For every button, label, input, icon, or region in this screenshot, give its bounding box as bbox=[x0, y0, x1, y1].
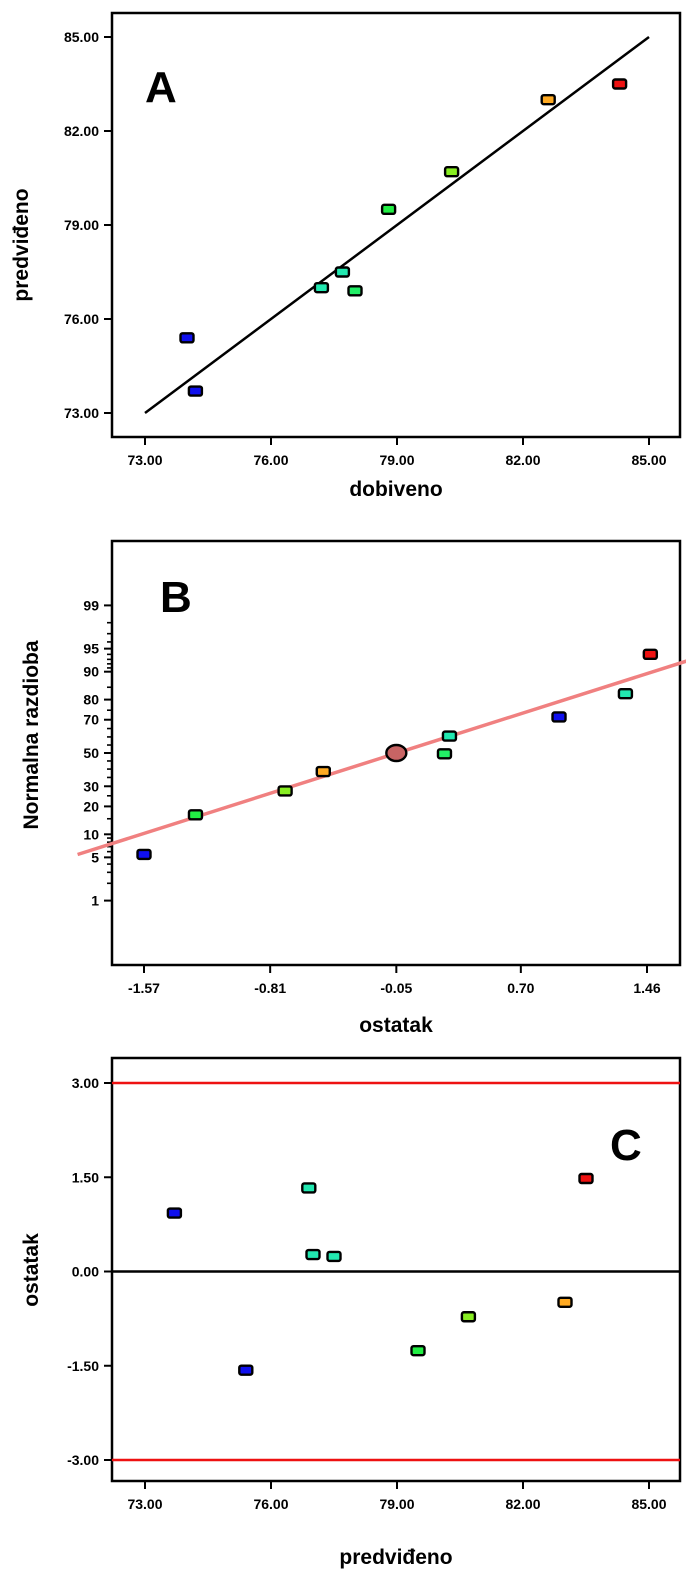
panel-c-point-4 bbox=[326, 1250, 342, 1263]
panel-a-ytick-label-0: 73.00 bbox=[64, 405, 99, 421]
panel-c-point-8 bbox=[578, 1172, 594, 1185]
panel-c-xtick-label-0: 73.00 bbox=[127, 1496, 162, 1512]
panel-c-xlabel: predviđeno bbox=[339, 1546, 452, 1569]
panel-b-point-2 bbox=[277, 785, 293, 797]
panel-a-point-6 bbox=[443, 166, 460, 178]
panel-c-ytick-label-1: 1.50 bbox=[72, 1169, 99, 1185]
panel-b-ytick-label-6: 70 bbox=[83, 712, 99, 728]
panel-b-point-7 bbox=[617, 688, 634, 700]
panel-c-xtick-label-2: 79.00 bbox=[379, 1496, 414, 1512]
panel-a-xlabel: dobiveno bbox=[349, 478, 442, 501]
panel-c-ytick-label-3: -1.50 bbox=[67, 1358, 99, 1374]
panel-c-ytick-label-4: -3.00 bbox=[67, 1452, 99, 1468]
panel-a-xtick-label-2: 79.00 bbox=[379, 452, 414, 468]
panel-a-fit-line bbox=[144, 35, 650, 415]
panel-a-ytick-label-2: 79.00 bbox=[64, 217, 99, 233]
panel-b-xtick-label-2: -0.05 bbox=[380, 980, 412, 996]
panel-a-xtick-label-3: 82.00 bbox=[505, 452, 540, 468]
panel-a-ytick-label-4: 85.00 bbox=[64, 29, 99, 45]
panel-b-ytick-label-2: 10 bbox=[83, 826, 99, 842]
panel-b-ytick-label-5: 50 bbox=[83, 745, 99, 761]
panel-a-xtick-label-1: 76.00 bbox=[253, 452, 288, 468]
panel-b-point-6 bbox=[551, 711, 567, 723]
panel-c-xtick-label-4: 85.00 bbox=[631, 1496, 666, 1512]
panel-b-center-marker bbox=[385, 743, 408, 763]
panel-b-letter: B bbox=[160, 573, 192, 622]
panel-b-point-8 bbox=[642, 648, 659, 661]
panel-c-point-7 bbox=[557, 1296, 573, 1308]
panel-a-ylabel: predviđeno bbox=[10, 188, 33, 301]
panel-c: C predviđeno ostatak 73.00 76.00 79.00 82.0… bbox=[20, 1056, 682, 1569]
panel-b-ytick-label-0: 1 bbox=[91, 893, 99, 909]
panel-c-point-1 bbox=[238, 1364, 254, 1376]
panel-c-point-6 bbox=[460, 1311, 477, 1323]
panel-b-ytick-label-8: 90 bbox=[83, 664, 99, 680]
panel-c-letter: C bbox=[610, 1121, 642, 1170]
panel-b-xlabel: ostatak bbox=[359, 1014, 433, 1037]
panel-c-ylabel: ostatak bbox=[20, 1233, 43, 1307]
panel-b-ytick-label-9: 95 bbox=[83, 641, 99, 657]
panel-a-ytick-label-1: 76.00 bbox=[64, 311, 99, 327]
panel-a-point-2 bbox=[313, 281, 330, 294]
panel-b-ytick-label-4: 30 bbox=[83, 778, 99, 794]
panel-a-xtick-label-0: 73.00 bbox=[127, 452, 162, 468]
panel-b-point-5 bbox=[441, 730, 458, 742]
panel-b-point-1 bbox=[187, 809, 204, 821]
panel-c-point-0 bbox=[166, 1207, 183, 1219]
panel-c-point-5 bbox=[410, 1344, 426, 1357]
panel-b-xtick-label-3: 0.70 bbox=[507, 980, 534, 996]
panel-a-point-7 bbox=[540, 93, 556, 106]
panel-a-point-5 bbox=[380, 203, 397, 216]
panel-c-ytick-label-2: 0.00 bbox=[72, 1264, 99, 1280]
panel-b: B ostatak Normalna razdioba -1.57 -0.81 -0… bbox=[20, 539, 686, 1037]
panel-a-point-4 bbox=[347, 285, 363, 297]
panel-b-point-4 bbox=[436, 748, 453, 760]
panel-b-xtick-label-4: 1.46 bbox=[633, 980, 660, 996]
panel-a-point-3 bbox=[334, 266, 351, 278]
panel-a-point-0 bbox=[179, 332, 195, 344]
panel-b-point-3 bbox=[315, 765, 331, 778]
panel-a-point-8 bbox=[611, 78, 628, 90]
panel-b-xtick-label-1: -0.81 bbox=[254, 980, 286, 996]
panel-b-fit-line bbox=[77, 659, 686, 857]
panel-b-ytick-label-3: 20 bbox=[83, 798, 99, 814]
panel-a-letter: A bbox=[145, 63, 177, 112]
panel-c-frame bbox=[110, 1056, 682, 1483]
panel-a-ytick-label-3: 82.00 bbox=[64, 123, 99, 139]
panel-b-point-0 bbox=[136, 848, 152, 861]
panel-c-point-2 bbox=[301, 1182, 317, 1194]
panel-b-ytick-label-1: 5 bbox=[91, 849, 99, 865]
panel-c-ytick-label-0: 3.00 bbox=[72, 1075, 99, 1091]
panel-c-xtick-label-1: 76.00 bbox=[253, 1496, 288, 1512]
panel-c-xtick-label-3: 82.00 bbox=[505, 1496, 540, 1512]
panel-a: A dobiveno predviđeno 73.00 76.00 79.00 82.… bbox=[10, 11, 682, 501]
panel-b-xtick-label-0: -1.57 bbox=[128, 980, 160, 996]
panel-b-ytick-label-10: 99 bbox=[83, 597, 99, 613]
panel-c-point-3 bbox=[305, 1248, 321, 1261]
panel-b-ylabel: Normalna razdioba bbox=[20, 640, 43, 829]
panel-a-point-1 bbox=[187, 385, 204, 397]
panel-a-xtick-label-4: 85.00 bbox=[631, 452, 666, 468]
panel-b-ytick-label-7: 80 bbox=[83, 692, 99, 708]
